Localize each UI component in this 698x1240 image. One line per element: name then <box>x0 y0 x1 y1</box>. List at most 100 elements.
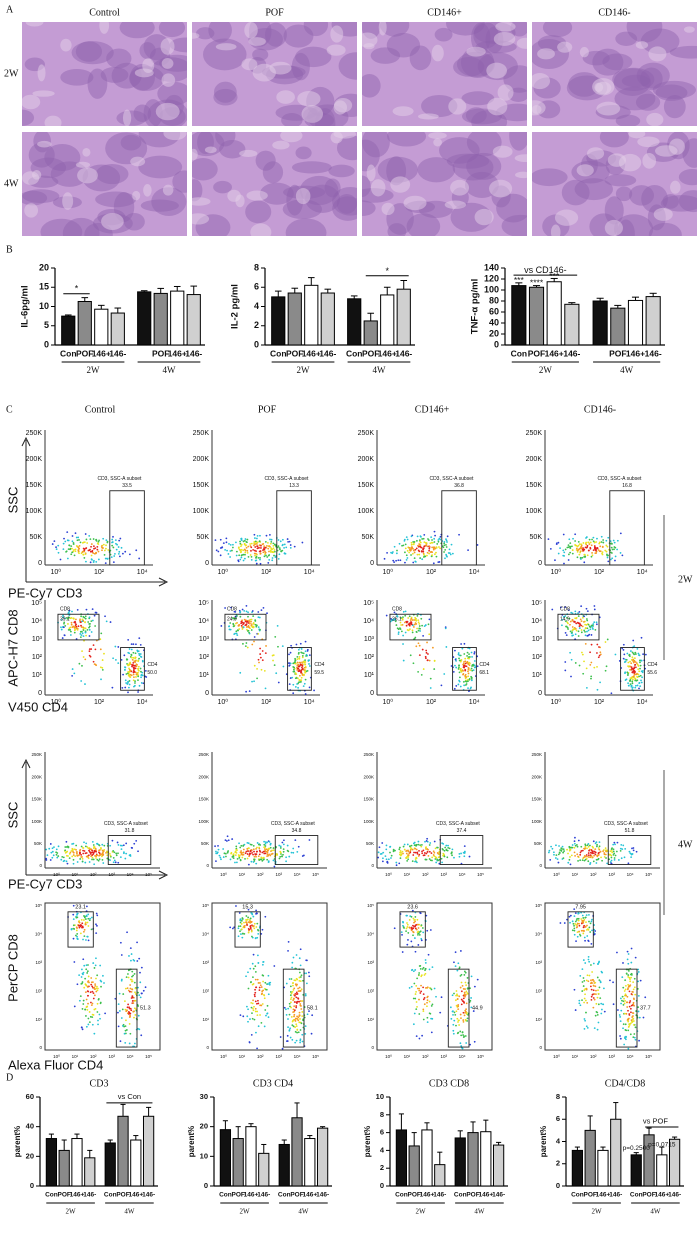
event-dot <box>563 551 565 553</box>
event-dot <box>252 854 254 856</box>
event-dot <box>103 845 105 847</box>
event-dot <box>85 553 87 555</box>
event-dot <box>463 852 465 854</box>
event-dot <box>640 980 642 982</box>
event-dot <box>282 1048 284 1050</box>
event-dot <box>284 553 286 555</box>
event-dot <box>80 995 82 997</box>
event-dot <box>453 1020 455 1022</box>
event-dot <box>51 857 53 859</box>
x-tick-label: 10⁰ <box>383 568 394 576</box>
event-dot <box>417 931 419 933</box>
event-dot <box>253 851 255 853</box>
event-dot <box>585 921 587 923</box>
event-dot <box>241 923 243 925</box>
event-dot <box>588 846 590 848</box>
event-dot <box>251 931 253 933</box>
y-tick-label: 200K <box>31 774 42 779</box>
y-tick-label: 10² <box>35 988 42 993</box>
event-dot <box>118 546 120 548</box>
event-dot <box>265 645 267 647</box>
event-dot <box>403 611 405 613</box>
event-dot <box>88 535 90 537</box>
event-dot <box>464 845 466 847</box>
event-dot <box>250 928 252 930</box>
event-dot <box>467 988 469 990</box>
event-dot <box>623 644 625 646</box>
event-dot <box>238 855 240 857</box>
event-dot <box>426 1002 428 1004</box>
event-dot <box>422 1010 424 1012</box>
row-label: 2W <box>4 68 19 79</box>
event-dot <box>95 561 97 563</box>
follicle <box>453 57 484 77</box>
event-dot <box>625 989 627 991</box>
follicle <box>562 180 590 206</box>
event-dot <box>443 673 445 675</box>
event-dot <box>133 1010 135 1012</box>
event-dot <box>458 1024 460 1026</box>
light-area <box>636 41 648 49</box>
event-dot <box>629 1023 631 1025</box>
event-dot <box>127 691 129 693</box>
event-dot <box>250 918 252 920</box>
event-dot <box>421 538 423 540</box>
event-dot <box>89 623 91 625</box>
event-dot <box>140 676 142 678</box>
event-dot <box>578 635 580 637</box>
event-dot <box>290 547 292 549</box>
event-dot <box>229 550 231 552</box>
event-dot <box>410 621 412 623</box>
event-dot <box>93 644 95 646</box>
event-dot <box>632 682 634 684</box>
event-dot <box>559 852 561 854</box>
event-dot <box>127 639 129 641</box>
event-dot <box>422 927 424 929</box>
light-area <box>489 180 512 198</box>
event-dot <box>624 856 626 858</box>
event-dot <box>124 1000 126 1002</box>
light-area <box>515 172 531 178</box>
event-dot <box>419 630 421 632</box>
event-dot <box>97 843 99 845</box>
y-tick-label: 10⁴ <box>202 932 209 937</box>
event-dot <box>421 674 423 676</box>
event-dot <box>269 984 271 986</box>
event-dot <box>630 1033 632 1035</box>
event-dot <box>53 846 55 848</box>
event-dot <box>598 549 600 551</box>
x-tick-label: 146+ <box>654 1192 669 1199</box>
chart-title: CD3 <box>90 1078 109 1089</box>
event-dot <box>98 851 100 853</box>
event-dot <box>400 855 402 857</box>
event-dot <box>78 552 80 554</box>
event-dot <box>228 839 230 841</box>
x-tick-label: 10⁰ <box>553 1054 560 1059</box>
event-dot <box>262 974 264 976</box>
event-dot <box>273 847 275 849</box>
event-dot <box>578 630 580 632</box>
event-dot <box>588 927 590 929</box>
event-dot <box>614 843 616 845</box>
event-dot <box>89 1021 91 1023</box>
event-dot <box>394 927 396 929</box>
event-dot <box>416 1035 418 1037</box>
x-tick-label: 10³ <box>275 872 282 877</box>
event-dot <box>381 842 383 844</box>
event-dot <box>259 559 261 561</box>
event-dot <box>585 1000 587 1002</box>
event-dot <box>582 859 584 861</box>
event-dot <box>115 659 117 661</box>
event-dot <box>633 998 635 1000</box>
event-dot <box>386 858 388 860</box>
event-dot <box>83 965 85 967</box>
gate-value: 24.9 <box>227 617 237 623</box>
event-dot <box>386 845 388 847</box>
event-dot <box>641 637 643 639</box>
event-dot <box>280 852 282 854</box>
y-tick-label: 6 <box>380 1128 384 1137</box>
x-tick-label: 10³ <box>108 1054 115 1059</box>
event-dot <box>459 966 461 968</box>
event-dot <box>238 628 240 630</box>
event-dot <box>85 923 87 925</box>
